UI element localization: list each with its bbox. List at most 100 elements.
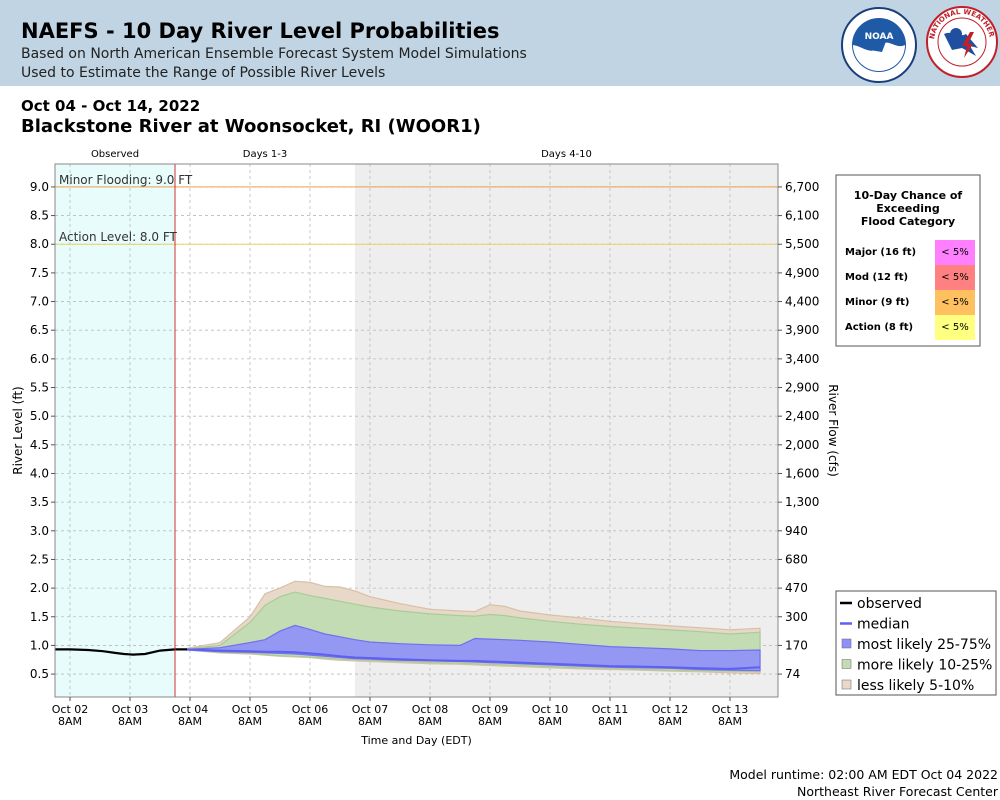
y-tick-label: 8.5 — [30, 209, 49, 223]
median-line — [186, 648, 761, 670]
legend-label: more likely 10-25% — [857, 658, 992, 674]
flood-category-cell — [935, 265, 975, 290]
flood-category-label: Action (8 ft) — [845, 322, 913, 333]
legend-swatch — [841, 679, 852, 690]
x-tick-label-day: Oct 04 — [172, 703, 209, 716]
y2-tick-label: 2,900 — [785, 381, 819, 395]
y-tick-label: 6.0 — [30, 352, 49, 366]
flood-category-cell — [935, 315, 975, 340]
x-tick-label-time: 8AM — [598, 715, 622, 728]
x-tick-label-day: Oct 13 — [712, 703, 749, 716]
x-tick-label-day: Oct 07 — [352, 703, 389, 716]
y2-tick-label: 940 — [785, 524, 808, 538]
y-tick-label: 1.0 — [30, 638, 49, 652]
legend-label: observed — [857, 596, 922, 612]
flood-table-title: Exceeding — [876, 202, 939, 215]
y2-tick-label: 2,400 — [785, 409, 819, 423]
forecast-center: Northeast River Forecast Center — [797, 784, 998, 799]
period-label: Days 4-10 — [541, 149, 592, 160]
x-axis-title: Time and Day (EDT) — [360, 734, 472, 747]
flood-table-title: 10-Day Chance of — [854, 189, 963, 202]
legend-swatch — [841, 638, 852, 649]
y2-tick-label: 680 — [785, 552, 808, 566]
forecast-chart: 0.5 1.0 1.5 2.0 2.5 3.0 3.5 4.0 4.5 5.0 5.5 6.0 6.5 7… — [11, 149, 997, 747]
x-tick-label-time: 8AM — [178, 715, 202, 728]
y2-tick-label: 3,400 — [785, 352, 819, 366]
flood-category-value: < 5% — [941, 247, 968, 258]
legend-label: most likely 25-75% — [857, 637, 991, 653]
x-tick-label-time: 8AM — [58, 715, 82, 728]
date-range: Oct 04 - Oct 14, 2022 — [21, 97, 201, 115]
x-tick-label-day: Oct 05 — [232, 703, 269, 716]
band-25-75pct — [186, 624, 761, 672]
x-tick-label-day: Oct 12 — [652, 703, 689, 716]
y2-tick-label: 4,400 — [785, 295, 819, 309]
x-tick-label-day: Oct 11 — [592, 703, 629, 716]
y-tick-label: 7.5 — [30, 266, 49, 280]
y2-tick-label: 74 — [785, 667, 800, 681]
flood-table-title: Flood Category — [861, 215, 955, 228]
x-tick-label-day: Oct 02 — [52, 703, 89, 716]
header-banner: NAEFS - 10 Day River Level Probabilities… — [0, 0, 1000, 86]
x-tick-label-day: Oct 09 — [472, 703, 509, 716]
observed-line — [55, 648, 187, 656]
y-tick-label: 2.0 — [30, 581, 49, 595]
y2-tick-label: 6,100 — [785, 209, 819, 223]
flood-category-value: < 5% — [941, 322, 968, 333]
y-tick-label: 5.5 — [30, 381, 49, 395]
y-tick-label: 3.0 — [30, 524, 49, 538]
x-tick-label-time: 8AM — [238, 715, 262, 728]
y2-axis-title: River Flow (cfs) — [826, 384, 840, 477]
y2-tick-label: 2,000 — [785, 438, 819, 452]
x-tick-label-time: 8AM — [118, 715, 142, 728]
y-tick-label: 5.0 — [30, 409, 49, 423]
y-tick-label: 0.5 — [30, 667, 49, 681]
y-tick-label: 7.0 — [30, 295, 49, 309]
y2-tick-label: 4,900 — [785, 266, 819, 280]
flood-category-value: < 5% — [941, 272, 968, 283]
flood-category-label: Mod (12 ft) — [845, 272, 908, 283]
y2-tick-label: 5,500 — [785, 237, 819, 251]
x-tick-label-time: 8AM — [418, 715, 442, 728]
y2-tick-label: 170 — [785, 638, 808, 652]
flood-category-cell — [935, 240, 975, 265]
legend-box — [835, 590, 997, 696]
y2-tick-label: 470 — [785, 581, 808, 595]
noaa-logo: NOAA — [841, 7, 917, 83]
y-tick-label: 6.5 — [30, 323, 49, 337]
x-tick-label-time: 8AM — [358, 715, 382, 728]
x-tick-label-time: 8AM — [478, 715, 502, 728]
period-label: Observed — [91, 149, 139, 160]
flood-category-cell — [935, 290, 975, 315]
y-axis-title: River Level (ft) — [11, 386, 25, 474]
legend-swatch — [841, 659, 852, 669]
y2-tick-label: 1,300 — [785, 495, 819, 509]
x-tick-label-day: Oct 08 — [412, 703, 449, 716]
y-tick-label: 3.5 — [30, 495, 49, 509]
noaa-logo-text: NOAA — [865, 32, 894, 42]
threshold-label: Action Level: 8.0 FT — [59, 230, 178, 244]
station-name: Blackstone River at Woonsocket, RI (WOOR… — [21, 116, 481, 137]
y-tick-label: 4.0 — [30, 466, 49, 480]
flood-category-label: Minor (9 ft) — [845, 297, 910, 308]
x-tick-label-time: 8AM — [718, 715, 742, 728]
y2-tick-label: 6,700 — [785, 180, 819, 194]
y2-tick-label: 300 — [785, 610, 808, 624]
period-background — [55, 164, 175, 697]
threshold-label: Minor Flooding: 9.0 FT — [59, 173, 193, 187]
x-tick-label-time: 8AM — [658, 715, 682, 728]
plot-frame — [54, 163, 779, 698]
page-subtitle-2: Used to Estimate the Range of Possible R… — [21, 65, 386, 81]
y-tick-label: 2.5 — [30, 552, 49, 566]
page-subtitle-1: Based on North American Ensemble Forecas… — [21, 46, 527, 62]
legend-label: less likely 5-10% — [857, 678, 974, 694]
x-tick-label-day: Oct 03 — [112, 703, 149, 716]
y2-tick-label: 1,600 — [785, 466, 819, 480]
nws-logo: NATIONAL WEATHER SERVICE — [926, 4, 998, 78]
flood-category-label: Major (16 ft) — [845, 247, 916, 258]
legend-label: median — [857, 617, 909, 633]
x-tick-label-day: Oct 06 — [292, 703, 329, 716]
page-title: NAEFS - 10 Day River Level Probabilities — [21, 19, 500, 43]
period-label: Days 1-3 — [243, 149, 287, 160]
x-tick-label-day: Oct 10 — [532, 703, 569, 716]
